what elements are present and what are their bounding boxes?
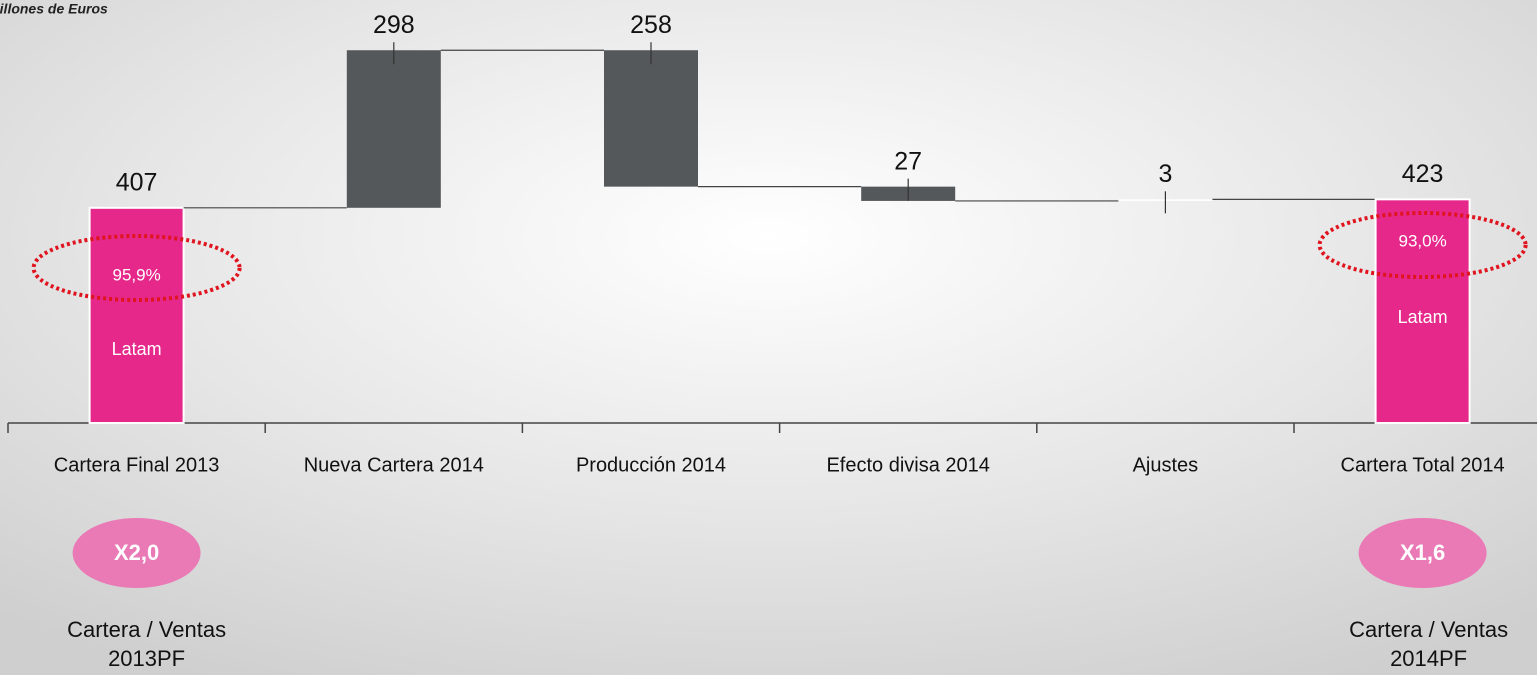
ratio-value: X1,6	[1400, 540, 1445, 565]
x-tick-label: Cartera Final 2013	[54, 454, 220, 476]
x-tick-label: Nueva Cartera 2014	[304, 454, 484, 476]
share-label: 93,0%	[1398, 231, 1446, 250]
ratio-pill	[72, 518, 201, 588]
bar	[88, 206, 185, 424]
value-label: 298	[373, 11, 415, 39]
value-label: 27	[894, 147, 922, 175]
ratio-value: X2,0	[114, 540, 159, 565]
x-tick-label: Cartera Total 2014	[1341, 454, 1505, 476]
ratio-period: 2014PF	[1390, 646, 1467, 671]
highlight-ellipse	[1317, 211, 1528, 279]
value-label: 258	[630, 11, 672, 39]
highlight-ellipse	[31, 234, 242, 302]
subtitle: Millones de Euros	[0, 1, 108, 17]
bar	[604, 50, 698, 187]
ratio-label: Cartera / Ventas	[1349, 617, 1508, 642]
value-label: 407	[116, 168, 158, 196]
value-label: 423	[1402, 160, 1444, 188]
region-label: Latam	[1398, 307, 1448, 327]
bar	[346, 50, 441, 208]
bar	[1374, 198, 1471, 424]
ratio-pill	[1358, 518, 1487, 588]
x-tick-label: Ajustes	[1133, 454, 1199, 476]
share-label: 95,9%	[112, 265, 160, 284]
region-label: Latam	[112, 339, 162, 359]
ratio-period: 2013PF	[108, 646, 185, 671]
x-tick-label: Efecto divisa 2014	[826, 454, 989, 476]
ratio-label: Cartera / Ventas	[67, 617, 226, 642]
value-label: 3	[1158, 160, 1172, 188]
x-tick-label: Producción 2014	[576, 454, 726, 476]
